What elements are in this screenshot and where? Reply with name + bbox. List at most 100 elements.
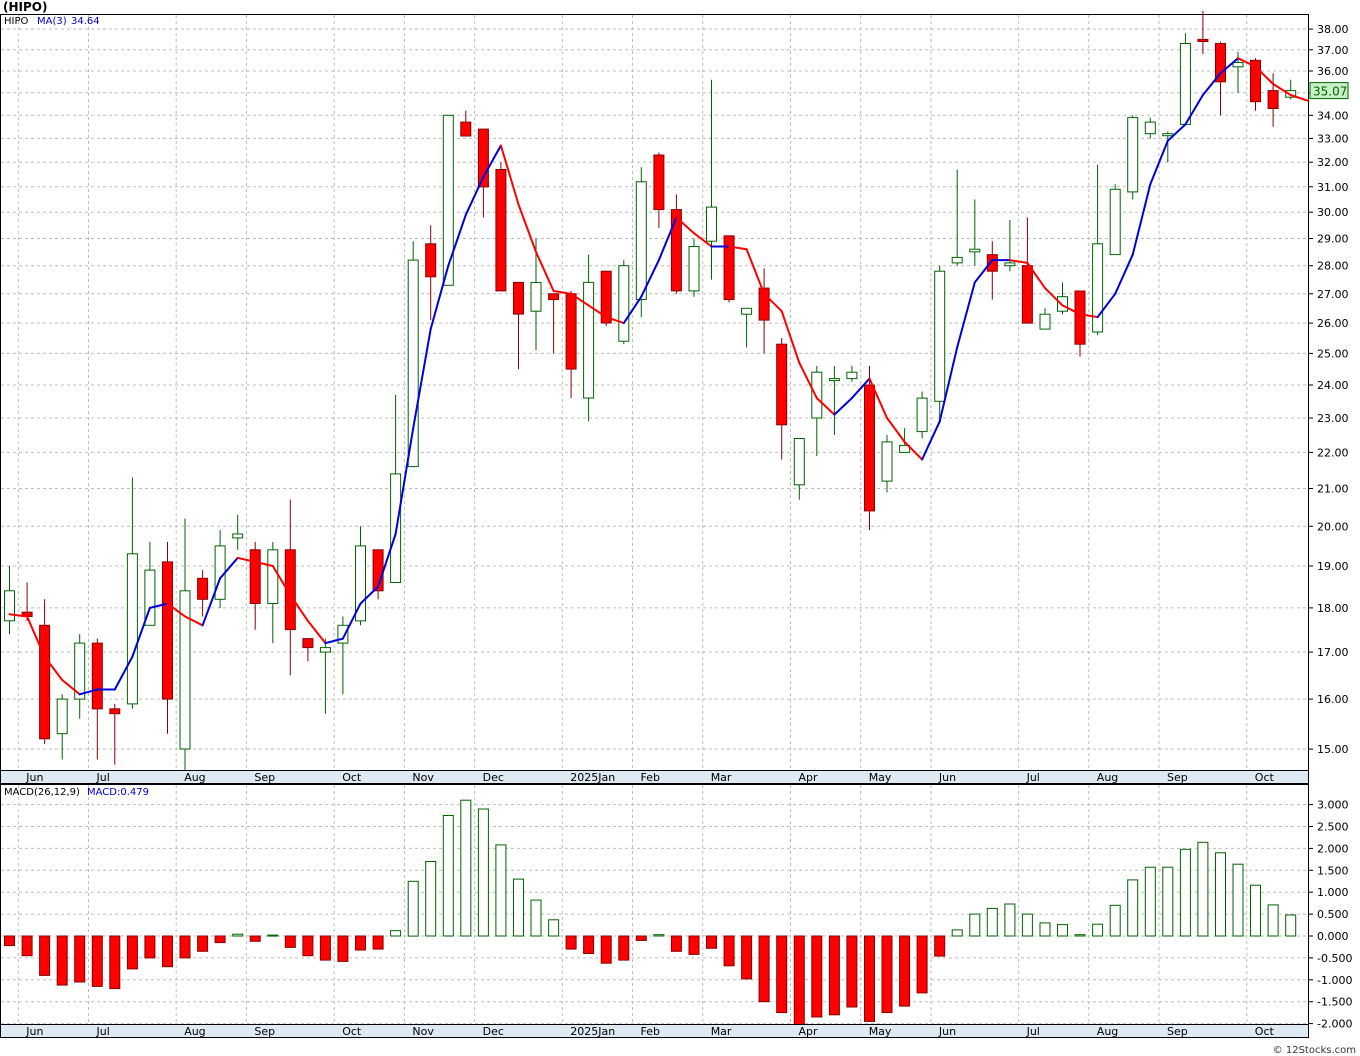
price-x-tick-label: Jul [1026,771,1040,784]
candle-body [144,569,156,626]
macd-x-tick-label: 2025Jan [570,1025,615,1038]
candle [126,477,138,709]
candle [477,128,489,218]
ma-segment [201,577,222,627]
macd-y-tick-label: -2.000 [1317,1018,1352,1031]
macd-bar [1057,924,1068,937]
macd-y-tick-label: 0.000 [1317,930,1349,943]
macd-bar [302,935,314,957]
ma-segment [798,361,818,400]
macd-bar [776,935,788,1014]
macd-bar [249,935,261,942]
ma-segment [359,585,380,605]
ma-segment [131,606,151,658]
ma-segment [780,310,801,364]
price-y-tick-label: 27.00 [1317,288,1349,301]
price-y-tick-label: 29.00 [1317,233,1349,246]
candle-body [899,444,911,453]
candle [162,541,173,734]
macd-y-tick-label: -0.500 [1317,952,1352,965]
macd-x-tick-label: Apr [799,1025,819,1038]
legend-symbol: HIPO [4,16,28,27]
macd-bar [706,935,717,949]
ma-segment [1044,287,1064,307]
ma-segment [1184,94,1204,126]
macd-bar [74,935,86,983]
candle-body [214,545,226,600]
candle [425,225,437,321]
last-price-tag: 35.07 [1309,82,1349,100]
price-y-tick-label: 23.00 [1317,412,1349,425]
candle-body [1127,117,1139,193]
macd-bar [513,878,524,937]
ma-segment [1079,313,1099,319]
macd-y-tick-label: 2.000 [1317,842,1349,855]
candle-body [495,169,507,292]
candle-body [1197,38,1209,43]
ma-segment [657,216,678,262]
candle [337,616,349,695]
macd-bar [1232,863,1244,937]
candle [670,194,682,294]
candle [1057,282,1068,315]
candle [179,518,191,770]
candle-body [758,287,770,321]
macd-bar [723,935,735,967]
candle-body [530,281,542,312]
macd-bar [653,934,665,937]
candle-body [1267,90,1279,109]
candle-body [548,293,560,301]
ma-segment [394,427,415,535]
macd-x-tick-label: Sep [1167,1025,1188,1038]
candle [495,162,507,292]
ma-segment [324,637,344,645]
price-y-tick-label: 26.00 [1317,317,1349,330]
legend-ma-label: MA(3) [37,16,67,27]
price-x-tick-label: Jun [25,771,43,784]
candle [846,365,858,382]
candle-body [267,549,279,604]
candle-body [1179,43,1191,125]
candle-body [1057,296,1068,312]
candle [267,541,279,644]
ma-segment [148,602,169,609]
ma-segment [675,216,695,235]
ma-segment [1061,304,1081,316]
macd-bar [372,935,384,950]
ma-segment [341,602,362,640]
macd-bar [548,919,560,937]
macd-bar [986,907,998,937]
ma-segment [973,259,994,284]
ma-segment [219,556,239,580]
ma-segment [1272,83,1292,96]
candle [986,241,998,300]
price-y-tick-label: 15.00 [1317,743,1349,756]
macd-bar [407,880,419,937]
candle-body [793,438,805,486]
macd-bar [1285,914,1297,937]
ma-segment [289,594,309,622]
macd-x-tick-label: Jun [938,1025,956,1038]
candle-body [513,281,524,315]
ma-line [8,57,1310,696]
candle [934,265,946,422]
ma-segment [1166,123,1187,142]
macd-bar [530,899,542,937]
price-y-tick-label: 20.00 [1317,520,1349,533]
price-x-tick-label: Oct [342,771,362,784]
macd-y-tick-label: 1.000 [1317,886,1349,899]
macd-bar [355,935,366,951]
candle-body [776,343,788,426]
macd-x-tick-label: Jul [96,1025,110,1038]
candle [1021,217,1033,324]
macd-x-axis-strip [0,1024,1309,1038]
ma-segment [26,615,46,658]
price-y-tick-label: 22.00 [1317,446,1349,459]
candle [1215,41,1226,116]
candle [39,599,51,744]
macd-grid [1,785,1308,1025]
candle [56,694,68,760]
macd-y-tick-label: 0.500 [1317,908,1349,921]
candle-body [706,206,717,242]
candle [1144,117,1156,139]
